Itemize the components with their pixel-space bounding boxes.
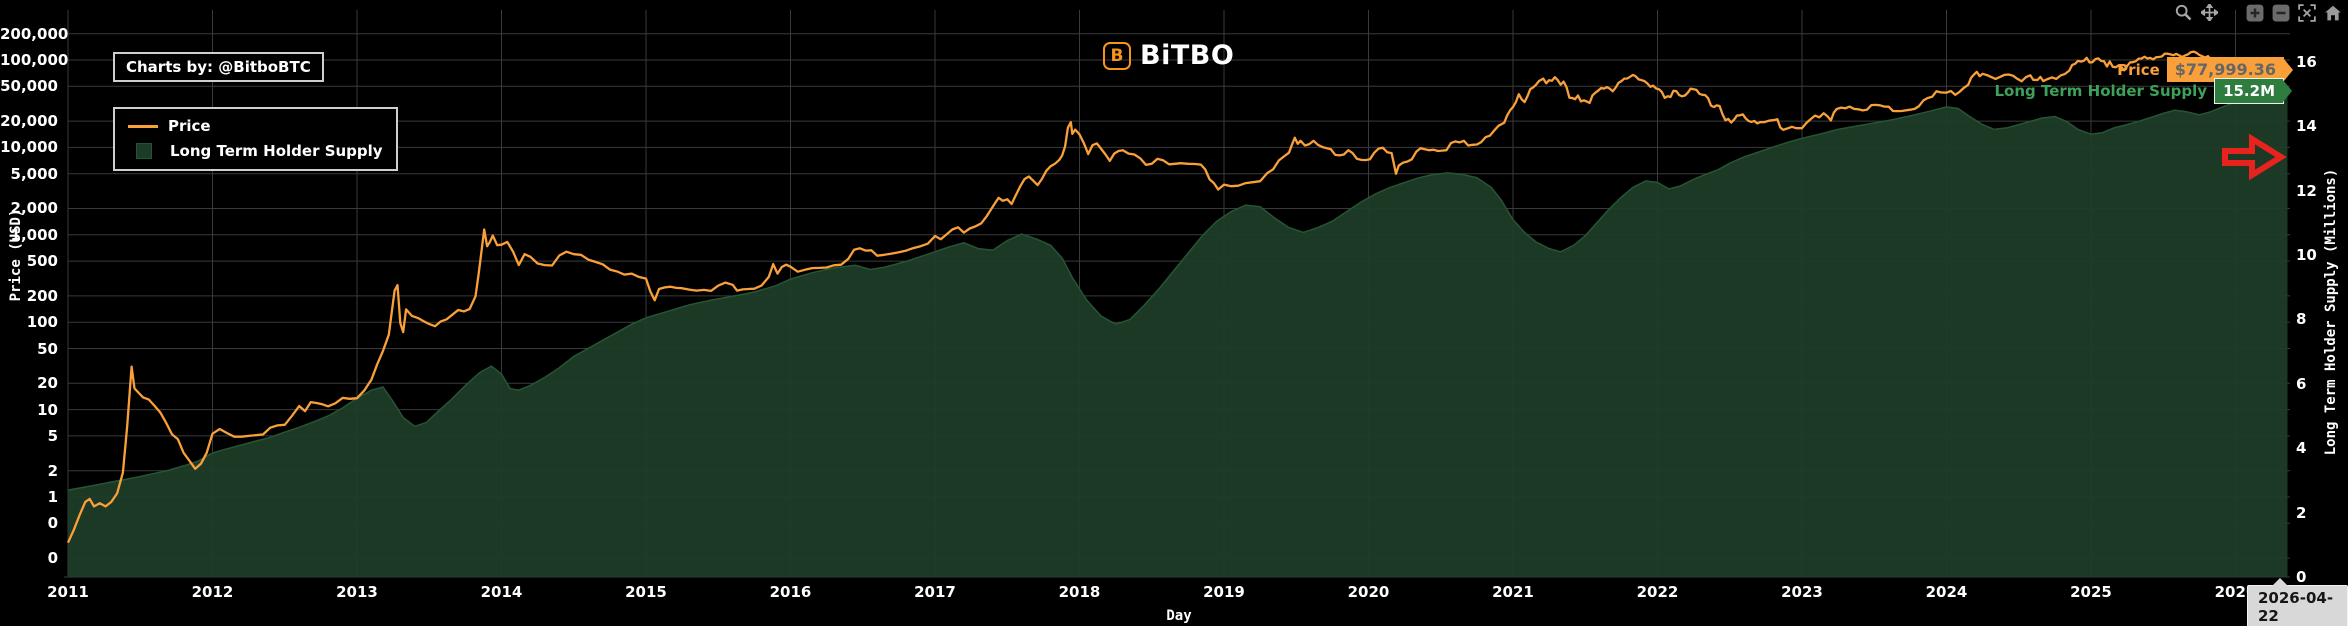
price-hover-row: Price $77,999.36 (2117, 57, 2293, 82)
year-tick-label: 2024 (1925, 583, 1968, 601)
legend-label-supply: Long Term Holder Supply (170, 142, 383, 160)
legend-item-price[interactable]: Price (128, 117, 383, 135)
supply-area-swatch (136, 143, 152, 159)
price-tick-label: 2 (47, 461, 58, 480)
supply-hover-value: 15.2M (2223, 82, 2275, 100)
reset-axes-home-icon[interactable] (2323, 3, 2342, 22)
autoscale-icon[interactable] (2297, 3, 2316, 22)
year-tick-label: 2026 (2214, 583, 2257, 601)
legend-label-price: Price (168, 117, 211, 135)
zoom-in-icon[interactable] (2245, 3, 2264, 22)
supply-tick-label: 12 (2296, 181, 2317, 200)
modebar (2174, 3, 2342, 22)
price-tick-label: 200,000 (0, 24, 69, 43)
supply-tick-label: 8 (2296, 310, 2307, 329)
year-tick-label: 2021 (1492, 583, 1534, 601)
price-tick-label: 0 (47, 514, 58, 533)
year-tick-label: 2016 (769, 583, 812, 601)
date-hover-tooltip: 2026-04-22 (2247, 578, 2348, 626)
supply-hover-row: Long Term Holder Supply 15.2M (1994, 78, 2292, 104)
price-tick-label: 10 (37, 400, 58, 419)
year-tick-label: 2014 (480, 583, 523, 601)
watermark-charts-by: Charts by: @BitboBTC (113, 52, 324, 82)
price-tick-label: 1,000 (10, 225, 58, 244)
bitbo-brand-name: BiTBO (1140, 40, 1235, 71)
price-tick-label: 500 (26, 252, 58, 271)
year-tick-label: 2013 (336, 583, 378, 601)
pan-icon[interactable] (2200, 3, 2219, 22)
supply-tick-label: 14 (2296, 117, 2317, 136)
price-line-swatch (128, 124, 158, 128)
legend-item-supply[interactable]: Long Term Holder Supply (128, 142, 383, 160)
supply-hover-value-badge: 15.2M (2214, 78, 2292, 104)
tooltip-caret (2272, 578, 2288, 586)
box-zoom-icon[interactable] (2174, 3, 2193, 22)
price-hover-value: $77,999.36 (2174, 60, 2276, 79)
price-hover-value-badge: $77,999.36 (2166, 57, 2293, 82)
price-tick-label: 2,000 (10, 199, 58, 218)
year-tick-label: 2015 (625, 583, 667, 601)
price-hover-label: Price (2117, 60, 2160, 79)
tooltip-date: 2026-04-22 (2258, 589, 2334, 625)
bitbo-brand-icon: B (1103, 41, 1131, 70)
year-tick-label: 2011 (47, 583, 89, 601)
year-tick-label: 2020 (1347, 583, 1390, 601)
price-tick-label: 200 (26, 286, 58, 305)
price-tick-label: 0 (47, 549, 58, 568)
price-tick-label: 100,000 (0, 51, 69, 69)
price-tick-label: 50,000 (0, 77, 58, 96)
supply-tick-label: 2 (2296, 503, 2307, 522)
price-tick-label: 20 (37, 374, 58, 393)
price-tick-label: 10,000 (0, 138, 58, 157)
price-tick-label: 100 (26, 313, 58, 332)
year-tick-label: 2018 (1058, 583, 1101, 601)
supply-tick-label: 4 (2296, 439, 2307, 458)
supply-tick-label: 0 (2296, 568, 2307, 586)
x-axis-title: Day (1166, 608, 1192, 624)
supply-badge-pointer (2283, 80, 2292, 102)
supply-tick-label: 16 (2296, 52, 2317, 71)
supply-tick-label: 6 (2296, 374, 2307, 393)
price-tick-label: 5,000 (10, 164, 58, 183)
year-tick-label: 2017 (914, 583, 956, 601)
legend: Price Long Term Holder Supply (113, 107, 398, 171)
price-tick-label: 20,000 (0, 112, 58, 131)
price-tick-label: 50 (37, 339, 58, 358)
supply-hover-label: Long Term Holder Supply (1994, 82, 2208, 100)
supply-tick-label: 10 (2296, 246, 2317, 264)
year-tick-label: 2025 (2070, 583, 2112, 601)
y-right-axis-title: Long Term Holder Supply (Millions) (2323, 168, 2339, 456)
price-badge-pointer (2284, 58, 2293, 81)
year-tick-label: 2023 (1781, 583, 1823, 601)
zoom-out-icon[interactable] (2271, 3, 2290, 22)
price-tick-label: 1 (47, 488, 58, 506)
price-tick-label: 5 (47, 426, 58, 445)
year-tick-label: 2012 (191, 583, 234, 601)
year-tick-label: 2019 (1203, 583, 1245, 601)
bitbo-logo[interactable]: B BiTBO (1103, 40, 1234, 71)
year-tick-label: 2022 (1636, 583, 1679, 601)
